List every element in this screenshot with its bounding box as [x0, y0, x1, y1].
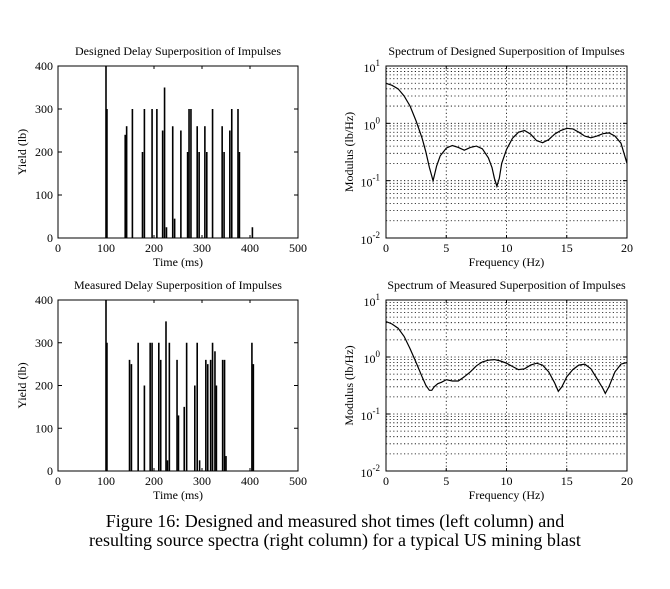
x-axis-label: Time (ms): [153, 488, 203, 502]
x-tick-label: 20: [621, 474, 633, 488]
x-tick-label: 300: [193, 241, 211, 255]
x-tick-label: 100: [97, 241, 115, 255]
figure-caption-line-1: Figure 16: Designed and measured shot ti…: [105, 511, 565, 531]
y-tick-label: 0: [47, 464, 53, 478]
grid-tr: [386, 66, 627, 238]
y-tick-label: 10-1: [361, 173, 381, 190]
x-tick-label: 400: [241, 241, 259, 255]
y-tick-label: 400: [35, 293, 53, 307]
x-tick-label: 10: [501, 241, 513, 255]
x-tick-label: 5: [443, 241, 449, 255]
x-tick-label: 0: [383, 241, 389, 255]
x-tick-label: 200: [145, 474, 163, 488]
x-tick-label: 500: [289, 474, 307, 488]
y-tick-label: 10-2: [361, 230, 381, 247]
x-tick-label: 15: [561, 241, 573, 255]
spectrum-line: [385, 320, 628, 395]
spectrum-line: [385, 82, 628, 189]
chart-tr: 0 5 10 15 20 10-2 10-1 100 101 Spectrum of Design…: [342, 44, 633, 269]
y-axis-label: Modulus (lb/Hz): [342, 112, 356, 192]
x-tick-label: 200: [145, 241, 163, 255]
grid-br: [386, 300, 627, 471]
y-tick-label: 101: [364, 58, 381, 75]
y-tick-label: 100: [364, 349, 381, 366]
chart-title: Spectrum of Designed Superposition of Im…: [388, 44, 625, 58]
chart-title: Designed Delay Superposition of Impulses: [75, 44, 281, 58]
x-tick-label: 0: [383, 474, 389, 488]
x-axis-label: Frequency (Hz): [469, 255, 545, 269]
x-tick-label: 5: [443, 474, 449, 488]
y-tick-label: 0: [47, 231, 53, 245]
x-tick-label: 500: [289, 241, 307, 255]
x-axis-label: Frequency (Hz): [469, 488, 545, 502]
figure-caption-line-2: resulting source spectra (right column) …: [89, 530, 581, 550]
y-tick-label: 10-2: [361, 463, 381, 480]
x-tick-label: 0: [55, 474, 61, 488]
x-axis-label: Time (ms): [153, 255, 203, 269]
chart-title: Spectrum of Measured Superposition of Im…: [387, 278, 626, 292]
y-tick-label: 400: [35, 59, 53, 73]
plot-frame: [57, 65, 299, 239]
x-tick-label: 300: [193, 474, 211, 488]
y-tick-label: 300: [35, 336, 53, 350]
y-tick-label: 200: [35, 379, 53, 393]
y-tick-label: 100: [35, 421, 53, 435]
chart-tl: 0 100 200 300 400 500 0 100 200 300 400 Designed De…: [15, 44, 307, 269]
chart-bl: 0 100 200 300 400 500 0 100 200 300 400 Measured De…: [15, 278, 307, 502]
y-tick-label: 100: [364, 115, 381, 132]
y-axis-label: Yield (lb): [15, 362, 29, 408]
x-tick-label: 0: [55, 241, 61, 255]
chart-br: 0 5 10 15 20 10-2 10-1 100 101 Spectrum of Measur…: [342, 278, 633, 502]
y-tick-label: 200: [35, 145, 53, 159]
x-tick-label: 100: [97, 474, 115, 488]
x-tick-label: 400: [241, 474, 259, 488]
y-tick-label: 300: [35, 102, 53, 116]
y-tick-label: 101: [364, 292, 381, 309]
x-tick-label: 15: [561, 474, 573, 488]
y-axis-label: Modulus (lb/Hz): [342, 345, 356, 425]
chart-title: Measured Delay Superposition of Impulses: [74, 278, 282, 292]
y-tick-label: 10-1: [361, 406, 381, 423]
y-tick-label: 100: [35, 188, 53, 202]
x-tick-label: 10: [501, 474, 513, 488]
y-axis-label: Yield (lb): [15, 129, 29, 175]
x-tick-label: 20: [621, 241, 633, 255]
